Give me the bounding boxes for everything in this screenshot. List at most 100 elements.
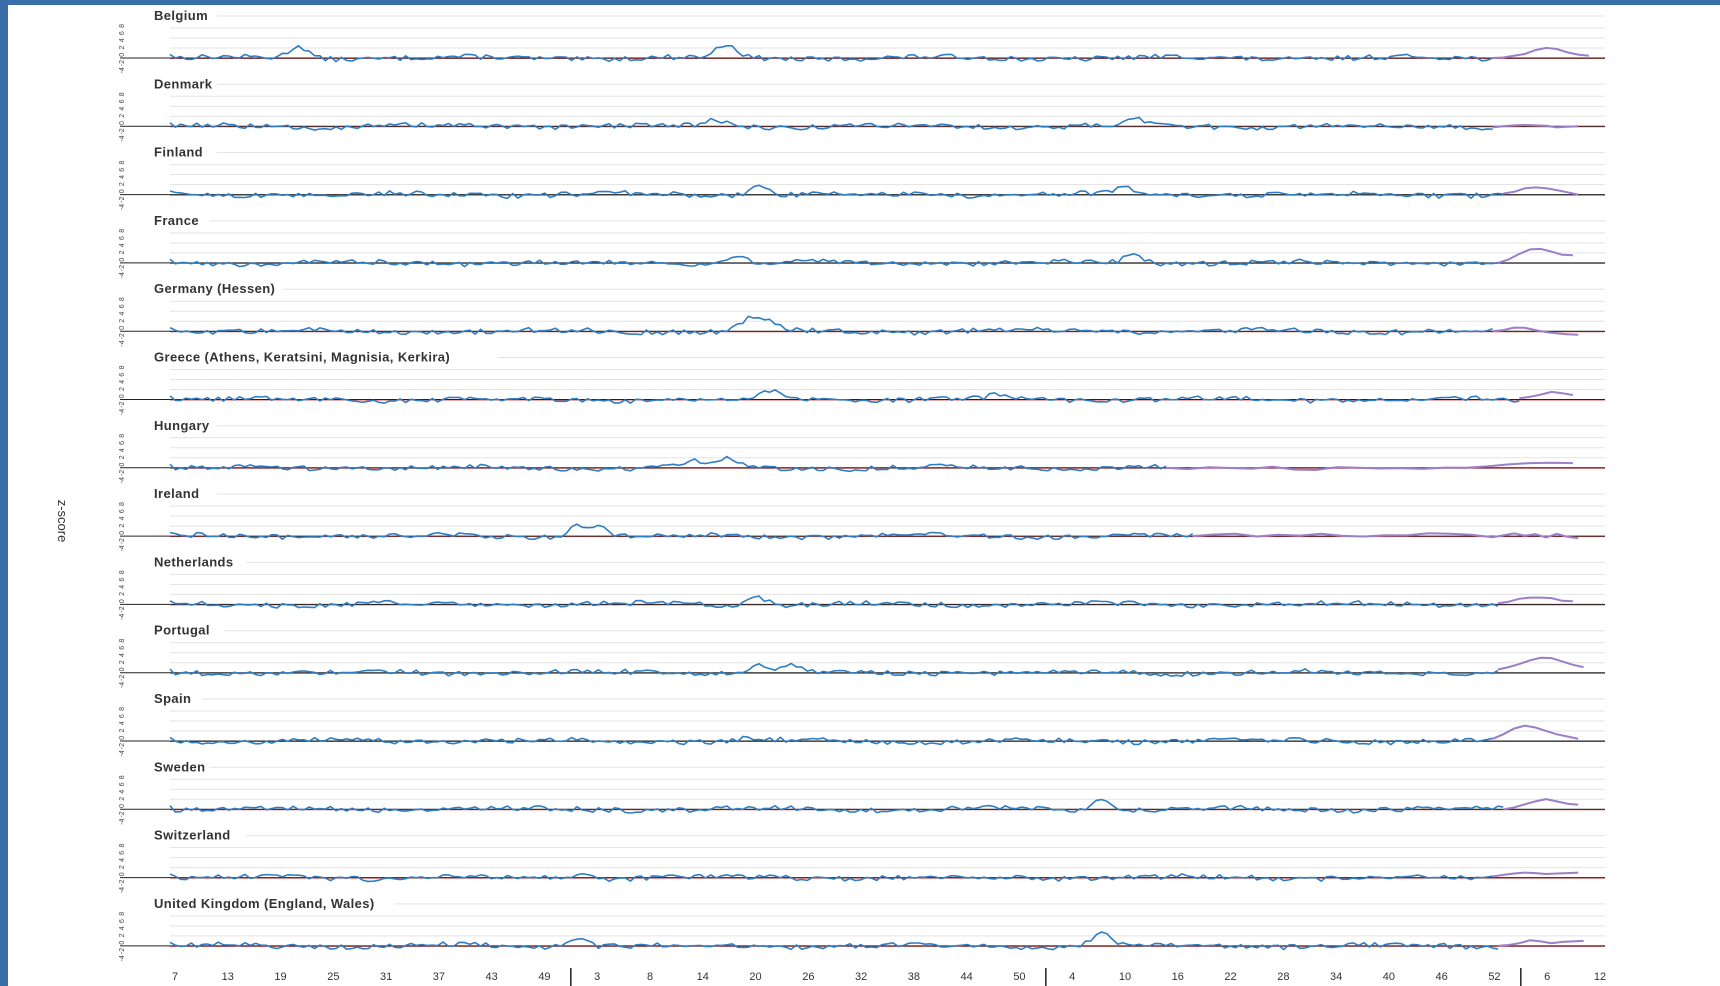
y-tick-label: -4 — [119, 614, 126, 620]
y-tick-label: 6 — [119, 509, 126, 513]
x-tick-label: 46 — [1436, 971, 1448, 983]
historical-series-line — [169, 735, 1493, 746]
y-tick-label: 8 — [119, 844, 126, 848]
historical-series-line — [169, 315, 1493, 336]
x-tick-label: 22 — [1224, 971, 1236, 983]
y-tick-label: 8 — [119, 24, 126, 28]
y-tick-label: 6 — [119, 646, 126, 650]
y-tick-label: 2 — [119, 592, 126, 596]
historical-series-line — [169, 931, 1499, 951]
y-tick-label: 0 — [119, 872, 126, 876]
x-tick-label: 49 — [538, 971, 550, 983]
y-tick-label: 6 — [119, 99, 126, 103]
current-season-line — [1492, 46, 1590, 59]
x-tick-label: 3 — [594, 971, 600, 983]
x-tick-label: 26 — [802, 971, 814, 983]
panel-11: Spain 8 6 4 2 0 -2-4 — [119, 691, 1605, 756]
panel-3: Finland 8 6 4 2 0 -2-4 — [119, 145, 1605, 210]
y-tick-label: 8 — [119, 161, 126, 165]
x-tick-label: 31 — [380, 971, 392, 983]
y-tick-label: -2 — [119, 333, 126, 339]
y-tick-label: 6 — [119, 168, 126, 172]
y-tick-label: 4 — [119, 721, 126, 725]
historical-series-line — [169, 662, 1499, 678]
x-tick-label: 19 — [274, 971, 286, 983]
y-tick-label: 2 — [119, 455, 126, 459]
y-tick-label: 8 — [119, 639, 126, 643]
panel-4: France 8 6 4 2 0 -2-4 — [119, 213, 1605, 278]
y-tick-label: 4 — [119, 243, 126, 247]
y-tick-label: -4 — [119, 67, 126, 73]
panel-title: Spain — [154, 691, 191, 706]
y-tick-label: -2 — [119, 880, 126, 886]
x-tick-label: 52 — [1488, 971, 1500, 983]
panel-5: Germany (Hessen) 8 6 4 2 0 -2-4 — [119, 281, 1605, 347]
y-tick-label: 0 — [119, 531, 126, 535]
y-tick-label: 6 — [119, 441, 126, 445]
y-tick-label: 2 — [119, 46, 126, 50]
panel-7: Hungary 8 6 4 2 0 -2-4 — [119, 418, 1605, 483]
y-tick-label: -4 — [119, 135, 126, 141]
y-tick-label: 6 — [119, 714, 126, 718]
y-tick-label: 0 — [119, 394, 126, 398]
y-tick-label: 2 — [119, 114, 126, 118]
y-tick-label: 6 — [119, 31, 126, 35]
x-tick-label: 43 — [486, 971, 498, 983]
x-tick-label: 28 — [1277, 971, 1289, 983]
current-season-line — [1497, 596, 1573, 605]
y-tick-label: -4 — [119, 750, 126, 756]
y-tick-label: 2 — [119, 729, 126, 733]
panel-12: Sweden 8 6 4 2 0 -2-4 — [119, 759, 1605, 825]
panel-9: Netherlands 8 6 4 2 0 -2 -4 — [119, 554, 1605, 620]
panel-10: Portugal 8 6 4 2 0 -2-4 — [119, 623, 1605, 688]
y-tick-label: -4 — [119, 477, 126, 483]
y-tick-label: 2 — [119, 524, 126, 528]
x-tick-label: 10 — [1119, 971, 1131, 983]
y-tick-label: 0 — [119, 326, 126, 330]
x-tick-label: 37 — [433, 971, 445, 983]
y-tick-label: -2 — [119, 401, 126, 407]
historical-series-line — [169, 184, 1504, 200]
panel-title: Hungary — [154, 418, 210, 433]
y-tick-label: 2 — [119, 660, 126, 664]
panel-title: Greece (Athens, Keratsini, Magnisia, Ker… — [154, 350, 450, 365]
y-tick-label: -2 — [119, 197, 126, 203]
panel-title: Switzerland — [154, 828, 231, 843]
historical-series-line — [169, 116, 1493, 131]
y-tick-label: 4 — [119, 175, 126, 179]
y-tick-label: 2 — [119, 182, 126, 186]
x-tick-label: 12 — [1594, 971, 1606, 983]
current-season-line — [1492, 871, 1579, 878]
historical-series-line — [169, 872, 1493, 883]
y-tick-label: 4 — [119, 107, 126, 111]
y-tick-label: 4 — [119, 38, 126, 42]
historical-series-line — [169, 523, 1194, 541]
y-tick-label: -4 — [119, 272, 126, 278]
y-tick-label: 8 — [119, 912, 126, 916]
panel-2: Denmark 8 6 4 2 0 -2-4 — [119, 76, 1605, 142]
y-tick-label: 8 — [119, 707, 126, 711]
x-tick-label: 13 — [222, 971, 234, 983]
historical-series-line — [169, 44, 1493, 63]
y-tick-label: 8 — [119, 229, 126, 233]
historical-series-line — [169, 252, 1499, 268]
y-tick-label: 6 — [119, 851, 126, 855]
y-tick-label: 4 — [119, 790, 126, 794]
historical-series-line — [169, 389, 1520, 405]
panel-title: Denmark — [154, 76, 213, 91]
y-tick-label: -2 — [119, 265, 126, 271]
current-season-line — [1503, 186, 1579, 196]
panel-title: Portugal — [154, 623, 210, 638]
current-season-line — [1497, 247, 1573, 264]
y-tick-label: -2 — [119, 470, 126, 476]
y-tick-label: -4 — [119, 887, 126, 893]
x-tick-label: 7 — [172, 971, 178, 983]
frame-left-border — [0, 0, 8, 986]
historical-series-line — [169, 798, 1504, 814]
current-season-line — [1497, 656, 1584, 671]
x-tick-label: 38 — [908, 971, 920, 983]
y-tick-label: 2 — [119, 933, 126, 937]
y-tick-label: -2 — [119, 743, 126, 749]
panel-title: Ireland — [154, 486, 199, 501]
